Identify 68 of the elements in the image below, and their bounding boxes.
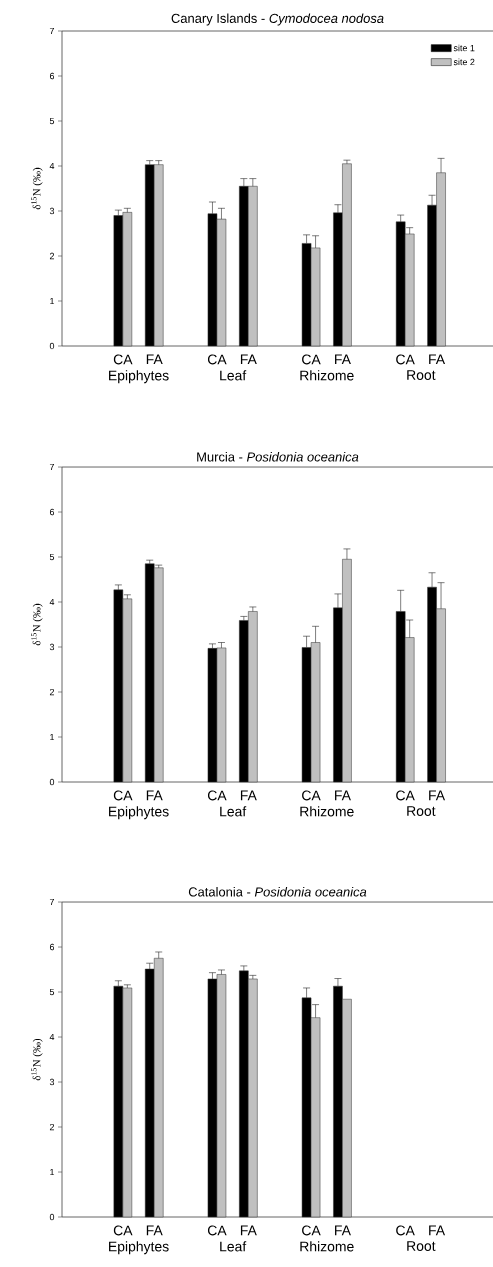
x-tick-label: CA — [302, 790, 321, 801]
x-tick-label: FA — [335, 354, 351, 365]
y-axis-title: δ$^{15}$N (‰) — [31, 1038, 43, 1081]
y-tick-label: 3 — [49, 1078, 55, 1086]
text: Rhizome — [300, 370, 354, 381]
text: Leaf — [220, 1241, 247, 1252]
x-tick-label: FA — [240, 790, 257, 801]
chart-title: Murcia - Posidonia oceanica — [197, 451, 359, 462]
y-tick-label: 3 — [49, 207, 55, 215]
y-tick-label: 6 — [49, 508, 55, 516]
y-tick-label: 2 — [49, 1123, 55, 1131]
x-tick-label: CA — [302, 1225, 321, 1236]
x-tick-label: FA — [429, 790, 446, 801]
x-tick-label: FA — [146, 1225, 163, 1236]
y-tick-label: 5 — [49, 988, 55, 996]
x-tick-label: FA — [335, 790, 351, 801]
y-tick-label: 2 — [49, 252, 55, 260]
y-tick-label: 7 — [49, 463, 55, 471]
x-tick-label: CA — [207, 1225, 227, 1236]
y-tick-label: 0 — [49, 1213, 55, 1221]
y-tick-label: 4 — [49, 1033, 55, 1041]
x-tick-label: CA — [396, 1225, 415, 1236]
x-tick-label: CA — [207, 790, 227, 801]
chart-title: Canary Islands - Cymodocea nodosa — [171, 13, 384, 26]
text: Epiphytes — [109, 806, 169, 820]
x-tick-label: CA — [302, 354, 321, 365]
text: Epiphytes — [109, 370, 169, 384]
y-tick-label: 4 — [49, 598, 55, 606]
y-tick-label: 6 — [49, 943, 55, 951]
y-tick-label: 4 — [49, 162, 55, 170]
x-tick-label: CA — [113, 790, 133, 801]
y-tick-label: 1 — [50, 1168, 55, 1176]
x-tick-label: FA — [146, 354, 163, 365]
x-tick-label: CA — [396, 790, 415, 801]
x-tick-label: FA — [146, 790, 163, 801]
chart-title: Catalonia - Posidonia oceanica — [188, 887, 367, 897]
text: Rhizome — [300, 806, 354, 817]
y-tick-label: 7 — [49, 898, 55, 906]
x-tick-label: CA — [207, 354, 227, 365]
y-tick-label: 1 — [50, 733, 55, 741]
x-tick-label: FA — [240, 1225, 257, 1236]
x-tick-label: FA — [240, 354, 257, 365]
x-tick-label: FA — [335, 1225, 351, 1236]
text: Rhizome — [300, 1241, 354, 1252]
y-tick-label: 6 — [49, 72, 55, 80]
y-tick-label: 0 — [49, 778, 55, 786]
y-tick-label: 1 — [50, 297, 55, 305]
y-axis-title: δ$^{15}$N (‰) — [31, 167, 43, 210]
legend-label: site 2 — [453, 58, 475, 66]
legend-label: site 1 — [453, 44, 475, 52]
y-tick-label: 5 — [49, 553, 55, 561]
y-tick-label: 2 — [49, 688, 55, 696]
y-tick-label: 7 — [49, 27, 55, 35]
x-tick-label: CA — [396, 354, 415, 365]
y-tick-label: 0 — [49, 342, 55, 350]
text: Leaf — [220, 806, 247, 817]
text: Root — [407, 370, 436, 380]
y-tick-label: 5 — [49, 117, 55, 125]
y-axis-title: δ$^{15}$N (‰) — [31, 603, 43, 646]
text: Epiphytes — [109, 1241, 169, 1255]
x-tick-label: FA — [429, 354, 446, 365]
x-tick-label: CA — [113, 354, 133, 365]
text: Root — [407, 806, 436, 816]
x-tick-label: CA — [113, 1225, 133, 1236]
text: Leaf — [220, 370, 247, 381]
y-tick-label: 3 — [49, 643, 55, 651]
x-tick-label: FA — [429, 1225, 446, 1236]
text: Root — [407, 1241, 436, 1251]
